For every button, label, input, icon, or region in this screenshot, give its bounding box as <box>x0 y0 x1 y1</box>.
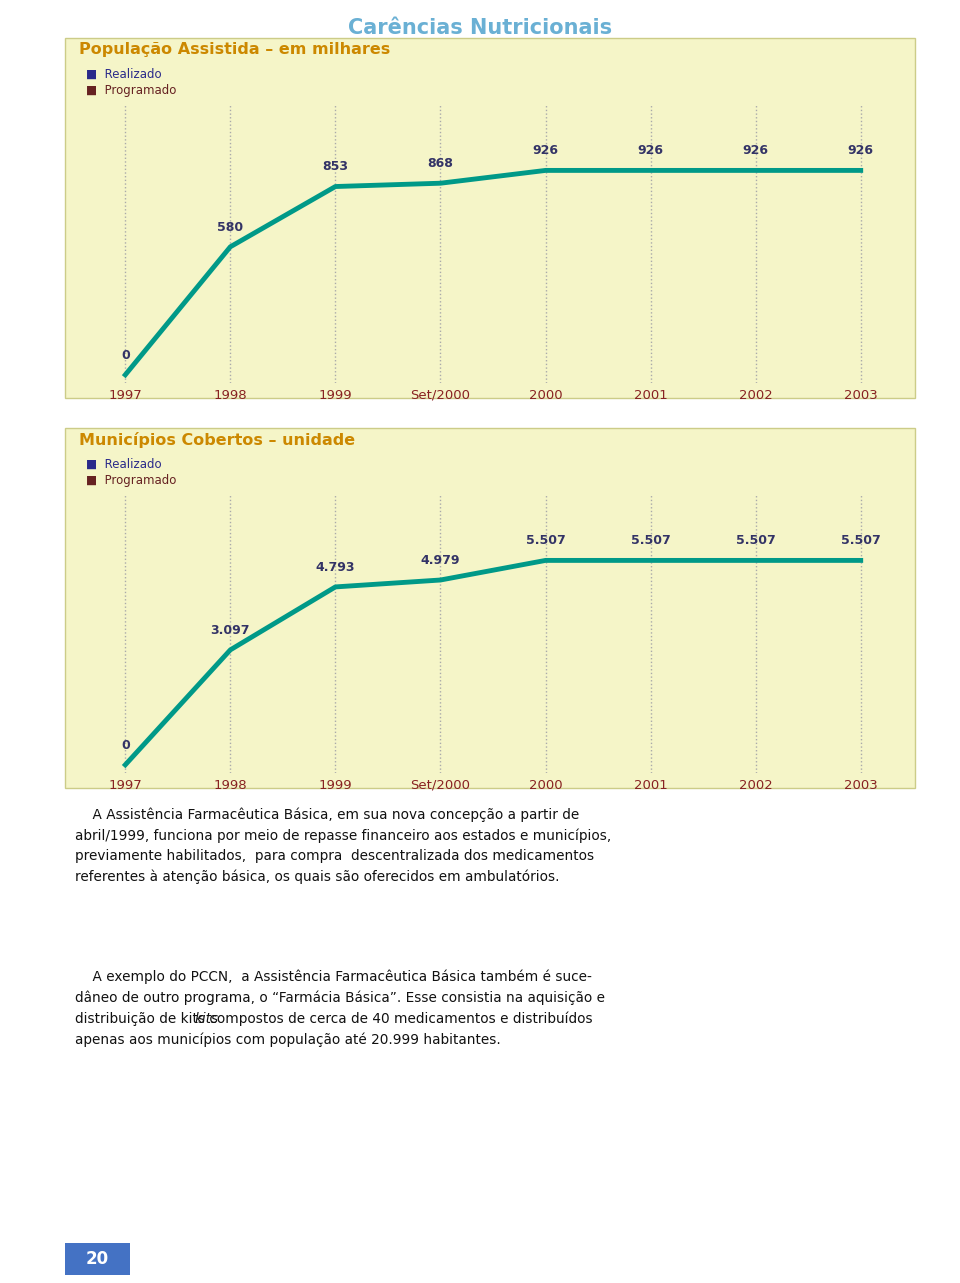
Text: A Assistência Farmacêutica Básica, em sua nova concepção a partir de
abril/1999,: A Assistência Farmacêutica Básica, em su… <box>75 808 612 884</box>
Text: Municípios Cobertos – unidade: Municípios Cobertos – unidade <box>80 432 355 448</box>
Text: 0: 0 <box>121 349 130 362</box>
Text: População Assistida – em milhares: População Assistida – em milhares <box>80 42 391 56</box>
Text: 853: 853 <box>323 160 348 173</box>
Text: 926: 926 <box>743 144 769 157</box>
Text: 580: 580 <box>217 221 244 234</box>
Text: ■  Programado: ■ Programado <box>86 83 177 98</box>
Text: kits: kits <box>195 1012 219 1026</box>
Text: 4.793: 4.793 <box>316 561 355 574</box>
Text: ■  Realizado: ■ Realizado <box>86 68 161 81</box>
Text: 5.507: 5.507 <box>735 534 776 547</box>
Text: 3.097: 3.097 <box>210 624 251 636</box>
Text: 0: 0 <box>121 739 130 752</box>
Text: ■  Programado: ■ Programado <box>86 473 177 488</box>
Text: 5.507: 5.507 <box>526 534 565 547</box>
Text: 20: 20 <box>86 1250 109 1268</box>
Text: 926: 926 <box>848 144 874 157</box>
Text: 868: 868 <box>427 157 453 169</box>
Text: 4.979: 4.979 <box>420 554 460 567</box>
Text: 5.507: 5.507 <box>631 534 670 547</box>
Text: ■  Realizado: ■ Realizado <box>86 458 161 471</box>
Text: 926: 926 <box>533 144 559 157</box>
Text: Carências Nutricionais: Carências Nutricionais <box>348 18 612 38</box>
Text: A exemplo do PCCN,  a Assistência Farmacêutica Básica também é suce-
dâneo de ou: A exemplo do PCCN, a Assistência Farmacê… <box>75 970 605 1047</box>
Text: 926: 926 <box>637 144 663 157</box>
Text: 5.507: 5.507 <box>841 534 880 547</box>
